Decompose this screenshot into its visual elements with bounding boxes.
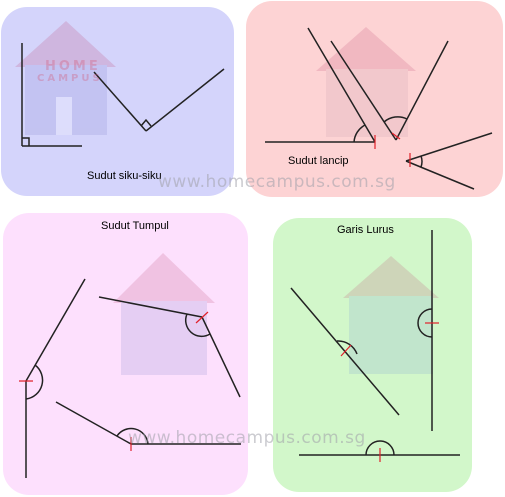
straight-line-markers xyxy=(340,322,439,462)
panel-right-angle: HOME CAMPUS Sudut siku-siku xyxy=(1,7,234,196)
caption-straight-line: Garis Lurus xyxy=(337,224,394,236)
obtuse-angle-diagram xyxy=(19,253,241,478)
obtuse-angle-markers xyxy=(19,311,209,451)
acute-angle-figure-2 xyxy=(330,40,449,141)
panel-obtuse-angle: Sudut Tumpul xyxy=(3,213,248,495)
watermark-text-bottom: www.homecampus.com.sg xyxy=(128,428,366,448)
caption-acute-angle: Sudut lancip xyxy=(288,155,349,167)
house-logo-watermark xyxy=(316,27,416,137)
caption-obtuse-angle: Sudut Tumpul xyxy=(101,220,169,232)
obtuse-angle-figure-2 xyxy=(98,296,241,398)
house-logo-watermark xyxy=(113,253,215,375)
straight-line-diagram xyxy=(290,230,460,462)
acute-angle-diagram xyxy=(265,27,493,190)
obtuse-angle-figure-1 xyxy=(25,278,86,478)
house-logo-watermark xyxy=(343,256,439,374)
right-angle-v-figure xyxy=(93,68,225,132)
acute-angle-figure-1 xyxy=(265,27,376,143)
watermark-text-top: www.homecampus.com.sg xyxy=(158,172,396,192)
panel-straight-line: Garis Lurus xyxy=(273,218,472,492)
caption-right-angle: Sudut siku-siku xyxy=(87,170,162,182)
right-angle-diagram xyxy=(15,21,225,147)
house-logo-watermark xyxy=(15,21,116,135)
right-angle-vertical-figure xyxy=(21,43,82,147)
obtuse-angle-figure-3 xyxy=(55,401,241,445)
acute-angle-markers xyxy=(374,132,411,167)
straight-line-figure-2 xyxy=(417,230,433,431)
panel-acute-angle: Sudut lancip xyxy=(246,1,503,197)
acute-angle-figure-3 xyxy=(405,132,493,190)
logo-text-home: HOME xyxy=(45,59,101,74)
logo-text-campus: CAMPUS xyxy=(37,73,103,84)
